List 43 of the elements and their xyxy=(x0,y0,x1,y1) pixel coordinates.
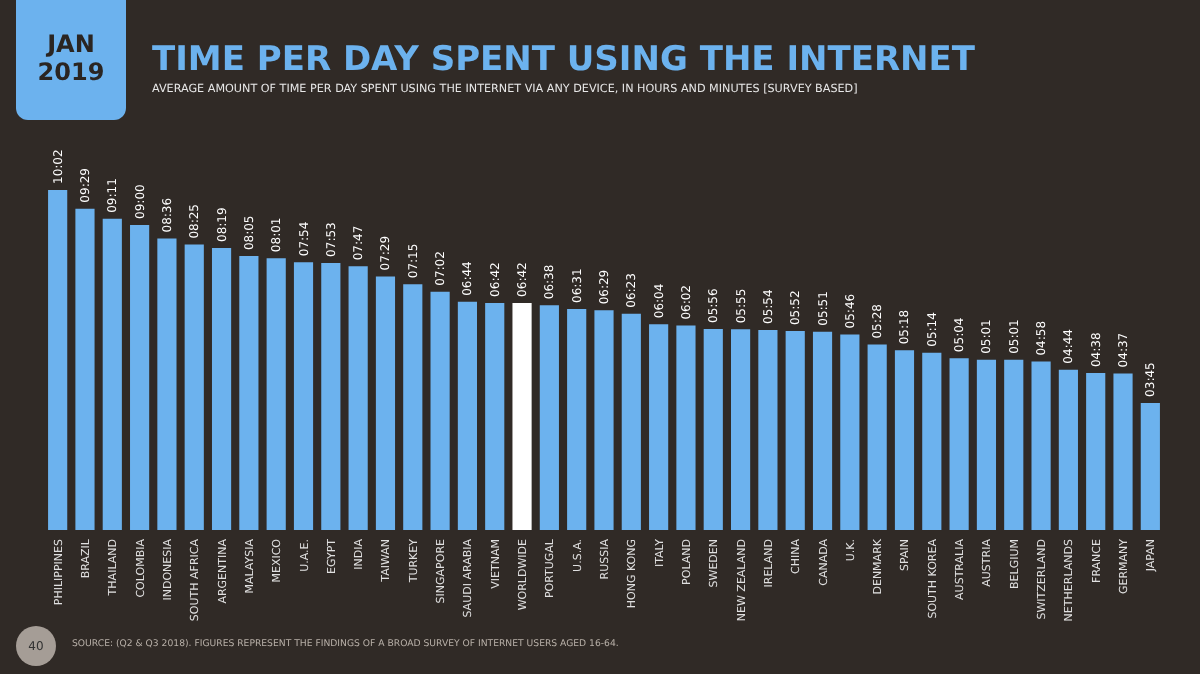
bar xyxy=(621,313,641,530)
bar xyxy=(812,331,833,530)
bar xyxy=(157,238,177,530)
bar xyxy=(348,266,368,530)
bar xyxy=(403,284,423,530)
bar xyxy=(676,325,696,530)
bar xyxy=(211,247,232,530)
bar xyxy=(457,301,477,530)
bar xyxy=(430,291,450,530)
bar xyxy=(130,224,150,530)
bar xyxy=(539,305,559,530)
bar xyxy=(594,310,614,530)
text: JAN 2019 xyxy=(16,0,126,120)
bar xyxy=(1086,373,1106,530)
bar xyxy=(102,218,122,530)
bar xyxy=(840,334,860,530)
bar xyxy=(1058,369,1078,530)
bar xyxy=(894,350,915,530)
bar xyxy=(976,359,997,530)
bar xyxy=(949,358,969,530)
bar xyxy=(512,302,532,530)
bar xyxy=(48,190,68,530)
bar xyxy=(1031,361,1051,530)
bar xyxy=(375,276,396,530)
bar xyxy=(184,244,204,530)
bar xyxy=(293,262,314,530)
bar xyxy=(1140,402,1160,530)
bar xyxy=(867,344,887,530)
bar xyxy=(703,328,723,530)
bar xyxy=(75,208,95,530)
bar xyxy=(239,256,259,530)
bar xyxy=(922,352,942,530)
bar xyxy=(1004,359,1024,530)
bar xyxy=(321,262,341,530)
bar xyxy=(649,324,669,530)
bar xyxy=(785,331,805,530)
chart-title: TIME PER DAY SPENT USING THE INTERNET xyxy=(152,40,975,80)
bar xyxy=(485,302,505,530)
bar xyxy=(731,329,751,530)
bar xyxy=(266,258,286,530)
bar xyxy=(1113,373,1133,530)
bar xyxy=(567,308,587,530)
bar xyxy=(758,330,778,530)
